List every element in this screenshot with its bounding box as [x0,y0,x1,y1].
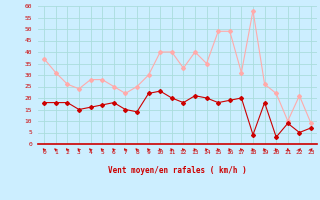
X-axis label: Vent moyen/en rafales ( km/h ): Vent moyen/en rafales ( km/h ) [108,166,247,175]
